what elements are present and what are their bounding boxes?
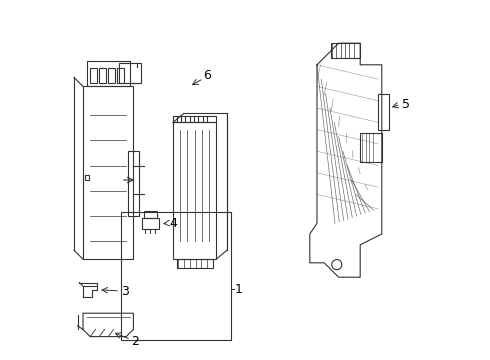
Bar xyxy=(121,212,231,340)
Bar xyxy=(360,133,382,162)
Text: 6: 6 xyxy=(204,69,212,82)
Bar xyxy=(173,116,216,122)
Text: 3: 3 xyxy=(121,285,129,298)
Bar xyxy=(108,68,115,83)
Bar xyxy=(176,259,213,268)
Bar xyxy=(143,218,159,229)
Text: 4: 4 xyxy=(170,217,177,230)
Bar xyxy=(331,43,360,58)
Text: 2: 2 xyxy=(132,335,140,348)
Bar xyxy=(128,151,139,216)
Bar xyxy=(117,68,123,83)
Bar xyxy=(83,86,133,259)
Text: 1: 1 xyxy=(234,283,242,296)
Text: 5: 5 xyxy=(402,98,410,111)
Bar xyxy=(87,61,130,86)
Bar xyxy=(85,175,89,180)
Bar xyxy=(90,68,97,83)
Bar xyxy=(378,94,389,130)
Bar xyxy=(173,122,216,259)
Bar xyxy=(144,211,157,218)
Bar xyxy=(99,68,106,83)
Bar xyxy=(119,63,141,83)
